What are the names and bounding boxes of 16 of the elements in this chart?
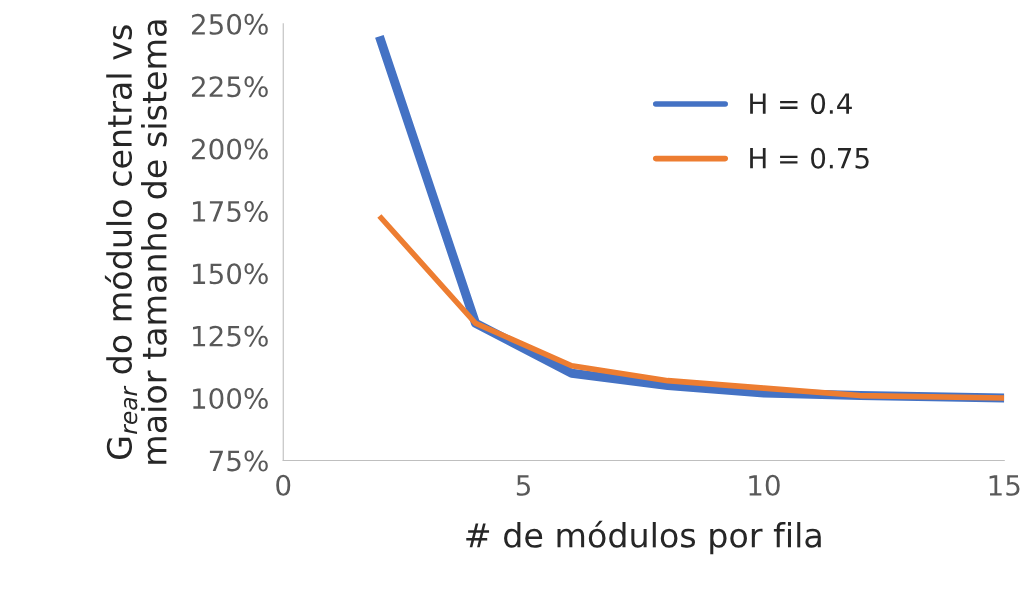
y-tick-label: 125% [193, 325, 268, 347]
y-tick-label: 200% [191, 138, 268, 160]
y-tick-label: 100% [193, 388, 268, 410]
x-tick-label: 0 [276, 474, 291, 496]
y-tick-label: 75% [209, 450, 268, 472]
legend-label: H = 0.75 [750, 147, 869, 169]
y-tick-label: 150% [193, 263, 268, 285]
y-tick-label: 250% [191, 13, 268, 35]
x-tick-label: 5 [516, 475, 530, 496]
x-tick-label: 15 [989, 475, 1020, 496]
y-tick-label: 175% [193, 200, 268, 222]
x-tick-label: 10 [749, 474, 780, 496]
x-axis-title: # de módulos por fila [466, 520, 821, 555]
legend-label: H = 0.4 [750, 93, 852, 115]
y-axis-title: G$_{rear}$ do módulo central vs maior tamanho de sistema [104, 20, 167, 464]
y-tick-label: 225% [191, 76, 268, 98]
